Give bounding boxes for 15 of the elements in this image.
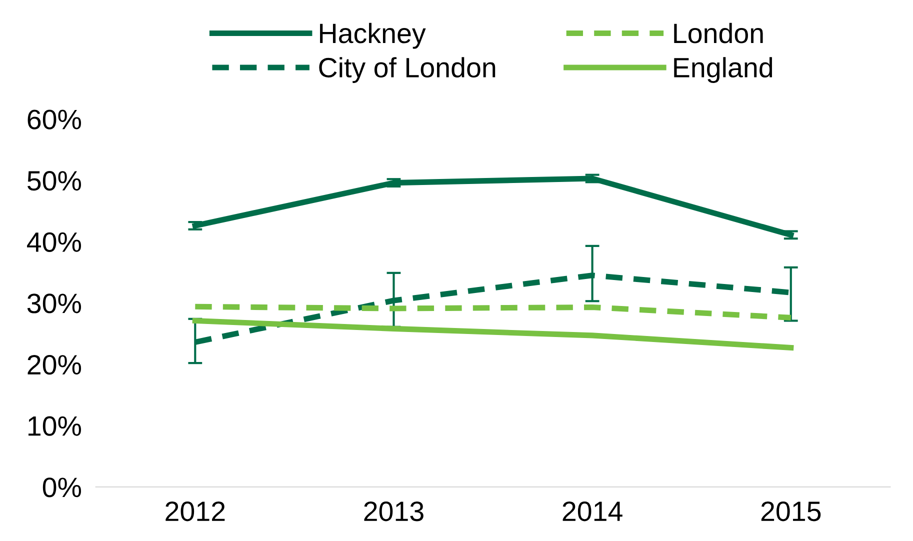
- y-tick-label: 40%: [27, 232, 81, 252]
- legend-label: Hackney: [320, 22, 426, 49]
- y-tick-label: 50%: [27, 171, 81, 191]
- legend-label: England: [674, 57, 772, 83]
- legend-label: London: [674, 22, 763, 44]
- legend-label: City of London: [319, 57, 496, 83]
- x-tick-label: 2015: [761, 502, 821, 522]
- x-tick-label: 2014: [562, 502, 622, 522]
- x-tick-label: 2012: [166, 502, 225, 522]
- x-tick-label: 2013: [364, 502, 424, 522]
- y-tick-label: 20%: [28, 354, 81, 375]
- y-tick-label: 0%: [42, 478, 81, 498]
- y-tick-label: 30%: [27, 294, 81, 314]
- y-tick-label: 10%: [28, 416, 81, 436]
- y-tick-label: 60%: [28, 110, 81, 130]
